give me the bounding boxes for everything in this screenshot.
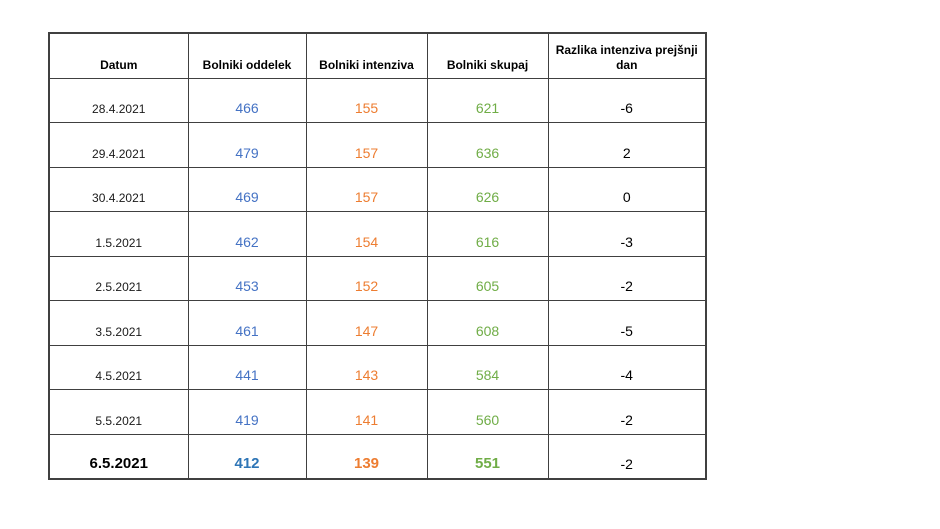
cell-razlika: -3 xyxy=(547,211,707,257)
cell-oddelek: 469 xyxy=(187,166,307,212)
cell-intenziva: 139 xyxy=(305,433,428,479)
table-row: 1.5.2021 462 154 616 -3 xyxy=(48,211,707,257)
cell-oddelek: 441 xyxy=(187,344,307,390)
cell-intenziva: 157 xyxy=(305,166,428,212)
cell-skupaj: 560 xyxy=(426,389,549,435)
cell-razlika: -2 xyxy=(547,389,707,435)
cell-razlika: 0 xyxy=(547,166,707,212)
table-row: 3.5.2021 461 147 608 -5 xyxy=(48,300,707,346)
header-intenziva: Bolniki intenziva xyxy=(305,32,428,79)
cell-intenziva: 152 xyxy=(305,255,428,301)
header-skupaj: Bolniki skupaj xyxy=(426,32,549,79)
cell-intenziva: 147 xyxy=(305,300,428,346)
cell-intenziva: 155 xyxy=(305,77,428,123)
cell-intenziva: 143 xyxy=(305,344,428,390)
cell-razlika: 2 xyxy=(547,122,707,168)
cell-datum: 2.5.2021 xyxy=(48,255,189,301)
cell-datum: 30.4.2021 xyxy=(48,166,189,212)
cell-datum: 1.5.2021 xyxy=(48,211,189,257)
cell-oddelek: 466 xyxy=(187,77,307,123)
cell-razlika: -4 xyxy=(547,344,707,390)
cell-skupaj: 626 xyxy=(426,166,549,212)
header-datum: Datum xyxy=(48,32,189,79)
cell-datum: 3.5.2021 xyxy=(48,300,189,346)
cell-razlika: -5 xyxy=(547,300,707,346)
table-row: 28.4.2021 466 155 621 -6 xyxy=(48,77,707,123)
header-razlika: Razlika intenziva prejšnji dan xyxy=(547,32,707,79)
cell-skupaj: 616 xyxy=(426,211,549,257)
cell-oddelek: 453 xyxy=(187,255,307,301)
table-row: 30.4.2021 469 157 626 0 xyxy=(48,166,707,212)
table-row: 4.5.2021 441 143 584 -4 xyxy=(48,344,707,390)
cell-skupaj: 621 xyxy=(426,77,549,123)
cell-datum: 6.5.2021 xyxy=(48,433,189,479)
table-row: 29.4.2021 479 157 636 2 xyxy=(48,122,707,168)
table-header-row: Datum Bolniki oddelek Bolniki intenziva … xyxy=(48,32,707,79)
cell-oddelek: 461 xyxy=(187,300,307,346)
cell-skupaj: 608 xyxy=(426,300,549,346)
cell-datum: 5.5.2021 xyxy=(48,389,189,435)
cell-oddelek: 419 xyxy=(187,389,307,435)
cell-skupaj: 551 xyxy=(426,433,549,479)
table-body: 28.4.2021 466 155 621 -6 29.4.2021 479 157 636 2 3… xyxy=(48,77,707,479)
cell-skupaj: 636 xyxy=(426,122,549,168)
cell-oddelek: 412 xyxy=(187,433,307,479)
cell-datum: 28.4.2021 xyxy=(48,77,189,123)
cell-oddelek: 462 xyxy=(187,211,307,257)
cell-skupaj: 584 xyxy=(426,344,549,390)
table-row: 5.5.2021 419 141 560 -2 xyxy=(48,389,707,435)
cell-skupaj: 605 xyxy=(426,255,549,301)
cell-razlika: -2 xyxy=(547,433,707,479)
cell-razlika: -2 xyxy=(547,255,707,301)
cell-razlika: -6 xyxy=(547,77,707,123)
cell-intenziva: 154 xyxy=(305,211,428,257)
cell-datum: 4.5.2021 xyxy=(48,344,189,390)
cell-datum: 29.4.2021 xyxy=(48,122,189,168)
table-row: 6.5.2021 412 139 551 -2 xyxy=(48,433,707,479)
cell-intenziva: 157 xyxy=(305,122,428,168)
table-row: 2.5.2021 453 152 605 -2 xyxy=(48,255,707,301)
patients-table: Datum Bolniki oddelek Bolniki intenziva … xyxy=(48,32,707,480)
cell-intenziva: 141 xyxy=(305,389,428,435)
header-oddelek: Bolniki oddelek xyxy=(187,32,307,79)
cell-oddelek: 479 xyxy=(187,122,307,168)
